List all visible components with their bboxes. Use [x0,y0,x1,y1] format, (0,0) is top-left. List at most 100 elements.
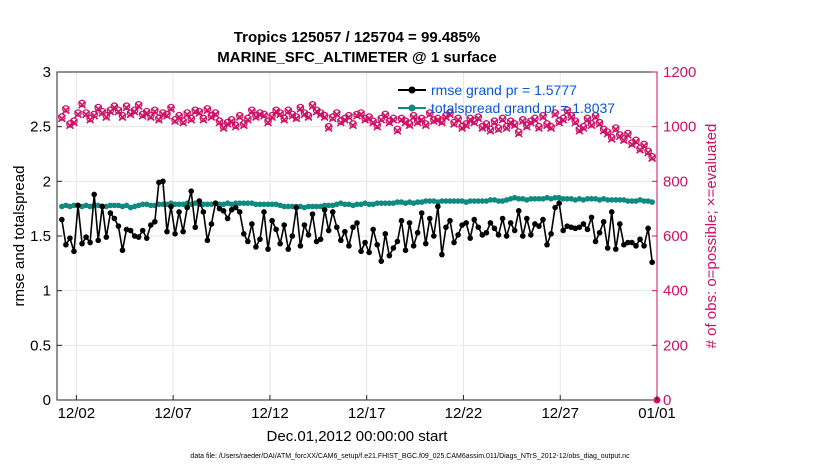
point-rmse [560,227,567,234]
point-possible [134,101,143,109]
point-totalspread [313,203,320,210]
point-totalspread [471,198,478,204]
point-possible [365,113,373,121]
point-rmse [75,202,81,209]
point-rmse [600,218,607,225]
point-evaluated [611,125,620,134]
point-evaluated [595,119,604,128]
point-evaluated [235,113,244,122]
point-possible [219,122,228,131]
point-possible [381,110,390,119]
point-rmse [374,241,381,248]
point-possible [539,111,547,120]
x-tick-label: 12/02 [58,405,96,422]
point-rmse [612,246,619,252]
x-tick-label: 12/27 [541,405,579,422]
point-evaluated [373,122,382,131]
point-rmse [487,220,494,226]
x-tick-label: 01/01 [638,405,676,422]
point-evaluated [539,113,547,122]
point-possible [474,113,483,121]
point-evaluated [276,110,285,119]
point-evaluated [478,124,487,132]
point-totalspread [560,196,567,202]
point-rmse [321,206,328,213]
point-possible [421,120,430,128]
point-possible [122,102,131,110]
point-totalspread [285,203,292,210]
point-possible [62,105,70,113]
point-evaluated [264,118,273,127]
point-possible [349,120,357,128]
point-rmse [212,200,219,206]
point-possible [535,122,543,131]
point-possible [502,122,511,131]
point-rmse [342,228,348,235]
point-evaluated [466,115,475,124]
point-rmse [269,217,275,224]
point-evaluated [644,148,653,157]
point-possible [171,116,179,124]
point-totalspread [528,196,534,202]
point-totalspread [414,199,421,205]
point-rmse [147,222,154,228]
point-possible [211,109,220,117]
x-tick-label: 12/22 [445,405,483,422]
point-totalspread [495,198,502,204]
point-rmse [580,221,587,227]
point-rmse [629,239,635,246]
point-rmse [414,229,421,236]
point-totalspread [374,200,381,206]
point-rmse [293,204,300,211]
point-totalspread [232,200,239,206]
right-tick-label: 0 [663,392,671,409]
point-possible [583,114,592,123]
point-evaluated [316,110,325,119]
point-possible [58,113,66,121]
point-rmse [87,239,93,246]
point-rmse [119,247,126,254]
series-totalspread [59,194,655,211]
x-tick-label: 12/12 [251,405,289,422]
point-evaluated [251,113,260,122]
point-evaluated [300,110,309,119]
point-evaluated [296,104,305,113]
point-totalspread [139,201,146,208]
point-rmse [277,240,283,247]
point-rmse [584,226,591,233]
point-possible [482,120,491,128]
point-evaluated [579,124,588,132]
point-rmse [617,221,623,227]
point-evaluated [446,110,454,119]
point-possible [373,121,382,130]
point-possible [389,114,398,123]
point-rmse [289,233,296,239]
point-evaluated [243,115,252,124]
point-rmse [608,209,615,215]
point-possible [248,106,256,115]
point-possible [345,111,353,120]
point-rmse [143,235,150,241]
point-possible [486,125,495,134]
point-evaluated [599,126,608,135]
point-possible [94,103,103,112]
point-evaluated [357,110,366,119]
point-possible [227,116,236,124]
point-evaluated [454,115,463,124]
point-rmse [232,204,239,211]
point-possible [559,114,568,123]
right-y-axis: 0 200 400 600 800 1000 1200 [652,64,696,409]
point-totalspread [309,203,316,210]
series-possible [58,99,656,161]
point-evaluated [559,115,568,124]
point-evaluated [543,121,552,130]
point-evaluated [607,135,616,143]
x-tick-label: 12/07 [154,405,192,422]
point-possible [264,117,272,126]
point-possible [567,111,576,120]
point-rmse [240,231,247,237]
point-rmse [338,237,344,244]
point-rmse [172,231,178,237]
point-totalspread [342,201,348,208]
